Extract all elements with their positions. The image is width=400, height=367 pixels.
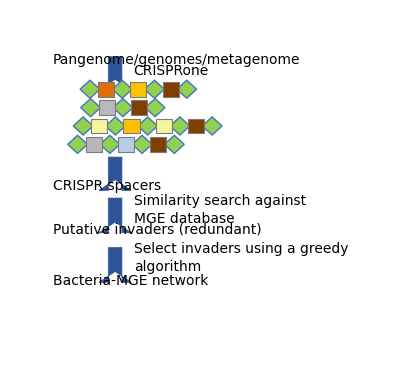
Polygon shape [188,119,204,133]
Polygon shape [86,137,102,152]
Text: Similarity search against
MGE database: Similarity search against MGE database [134,194,306,226]
Polygon shape [164,135,184,153]
Polygon shape [99,157,131,190]
Polygon shape [170,117,190,135]
Polygon shape [106,117,125,135]
Polygon shape [130,82,146,97]
Text: Bacteria-MGE network: Bacteria-MGE network [53,275,208,288]
Polygon shape [68,135,88,153]
Polygon shape [144,80,164,98]
Polygon shape [81,99,100,117]
Polygon shape [99,57,131,90]
Text: CRISPR spacers: CRISPR spacers [53,179,161,193]
Polygon shape [91,119,107,133]
Text: CRISPRone: CRISPRone [134,65,209,79]
Polygon shape [202,117,222,135]
Polygon shape [150,137,166,152]
Polygon shape [118,137,134,152]
Polygon shape [124,119,140,133]
Polygon shape [113,99,133,117]
Text: Select invaders using a greedy
algorithm: Select invaders using a greedy algorithm [134,242,348,274]
Polygon shape [138,117,158,135]
Text: Pangenome/genomes/metagenome: Pangenome/genomes/metagenome [53,52,301,66]
Polygon shape [162,82,179,97]
Polygon shape [99,100,115,115]
Polygon shape [177,80,197,98]
Polygon shape [99,247,131,282]
Polygon shape [132,135,152,153]
Polygon shape [73,117,93,135]
Polygon shape [99,198,131,233]
Polygon shape [98,82,114,97]
Text: Putative invaders (redundant): Putative invaders (redundant) [53,223,262,237]
Polygon shape [131,100,147,115]
Polygon shape [100,135,120,153]
Polygon shape [80,80,100,98]
Polygon shape [145,99,165,117]
Polygon shape [112,80,132,98]
Polygon shape [156,119,172,133]
